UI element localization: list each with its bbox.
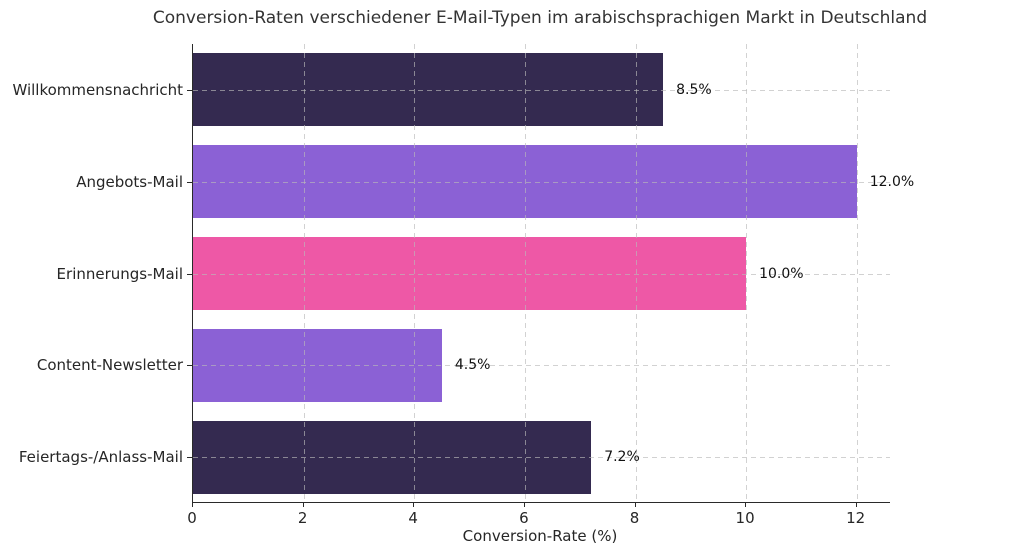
horizontal-gridline — [193, 457, 890, 459]
x-tick-label: 8 — [629, 509, 640, 527]
x-tick-label: 10 — [735, 509, 755, 527]
y-tick-mark — [187, 181, 192, 183]
x-tick-mark — [634, 503, 636, 507]
x-tick-mark — [413, 503, 415, 507]
bar-value-label: 8.5% — [676, 81, 712, 98]
vertical-gridline — [635, 44, 637, 502]
vertical-gridline — [746, 44, 748, 502]
horizontal-gridline — [193, 273, 890, 275]
bar-value-label: 12.0% — [869, 173, 915, 190]
y-tick-mark — [187, 89, 192, 91]
x-tick-label: 12 — [846, 509, 866, 527]
y-tick-mark — [187, 457, 192, 459]
x-tick-mark — [192, 503, 193, 507]
x-tick-mark — [745, 503, 747, 507]
x-tick-mark — [302, 503, 304, 507]
category-label: Willkommensnachricht — [12, 80, 183, 99]
x-tick-label: 6 — [519, 509, 529, 527]
y-tick-mark — [187, 365, 192, 367]
horizontal-gridline — [193, 89, 890, 91]
chart-title: Conversion-Raten verschiedener E-Mail-Ty… — [152, 8, 928, 28]
category-label: Angebots-Mail — [76, 172, 183, 191]
bar-value-label: 4.5% — [454, 357, 491, 374]
horizontal-gridline — [193, 365, 890, 367]
x-tick-label: 4 — [408, 509, 418, 527]
bar-value-label: 7.2% — [604, 449, 640, 466]
x-axis-label: Conversion-Rate (%) — [462, 527, 618, 545]
vertical-gridline — [303, 44, 305, 502]
bar-value-label: 10.0% — [759, 265, 804, 282]
vertical-gridline — [414, 44, 416, 502]
y-tick-mark — [187, 273, 192, 275]
vertical-gridline — [524, 44, 526, 502]
x-tick-label: 0 — [187, 509, 197, 527]
x-tick-label: 2 — [297, 509, 308, 527]
vertical-gridline — [856, 44, 858, 502]
horizontal-gridline — [193, 181, 890, 183]
category-label: Content-Newsletter — [36, 356, 183, 375]
category-label: Feiertags-/Anlass-Mail — [18, 448, 183, 467]
category-label: Erinnerungs-Mail — [56, 264, 183, 283]
x-tick-mark — [523, 503, 525, 507]
plot-area — [192, 44, 890, 503]
x-tick-mark — [855, 503, 857, 507]
